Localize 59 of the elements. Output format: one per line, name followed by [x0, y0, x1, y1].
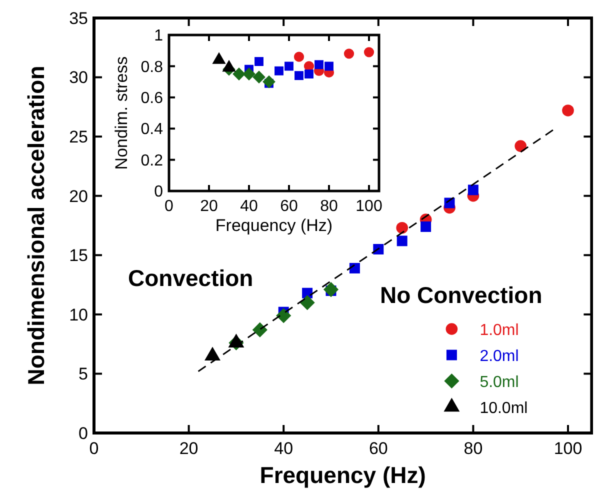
x-tick-label: 60: [368, 439, 388, 458]
point: [252, 70, 266, 84]
point: [254, 57, 264, 66]
point: [304, 70, 314, 78]
point: [468, 184, 478, 196]
y-tick-label: 0.8: [140, 58, 164, 76]
legend-label: 1.0ml: [480, 322, 519, 339]
x-tick-label: 100: [356, 198, 382, 215]
y-tick-label: 5: [78, 364, 88, 384]
point: [314, 60, 324, 70]
point: [396, 222, 408, 234]
x-tick-label: 40: [274, 439, 294, 458]
x-tick-label: 80: [320, 198, 338, 215]
y-axis-title: Nondim. stress: [112, 56, 131, 170]
y-tick-label: 0: [154, 184, 164, 201]
point: [396, 236, 408, 246]
point: [349, 262, 360, 274]
x-tick-label: 20: [179, 439, 198, 458]
point: [232, 68, 246, 80]
point: [324, 62, 334, 71]
y-tick-label: 1: [154, 28, 164, 45]
y-tick-label: 35: [69, 8, 88, 28]
point: [323, 282, 339, 298]
y-tick-label: 30: [69, 68, 88, 88]
x-tick-label: 60: [280, 198, 298, 215]
legend-label: 5.0ml: [480, 374, 519, 391]
y-tick-label: 0: [78, 424, 88, 443]
point: [242, 68, 256, 80]
annotation: Convection: [128, 265, 254, 291]
point: [420, 221, 432, 232]
y-tick-label: 15: [69, 246, 88, 266]
point: [276, 308, 292, 324]
point: [300, 295, 315, 310]
x-tick-label: 40: [240, 198, 258, 215]
x-tick-label: 20: [200, 198, 218, 215]
y-tick-label: 0.2: [140, 152, 164, 170]
point: [294, 52, 304, 62]
legend-label: 10.0ml: [480, 400, 528, 417]
y-tick-label: 0.6: [140, 90, 164, 107]
x-tick-label: 0: [164, 198, 174, 215]
annotation: No Convection: [380, 282, 542, 308]
y-tick-label: 10: [69, 305, 88, 324]
y-axis-title: Nondimensional acceleration: [23, 66, 49, 386]
y-tick-label: 0.4: [140, 121, 164, 138]
point: [262, 75, 276, 88]
point: [284, 62, 294, 71]
x-tick-label: 80: [464, 439, 483, 458]
point: [364, 47, 374, 58]
point: [274, 66, 284, 76]
y-tick-label: 25: [69, 128, 88, 147]
point: [514, 140, 527, 152]
point: [252, 322, 268, 338]
point: [294, 71, 304, 80]
x-axis-title: Frequency (Hz): [260, 462, 426, 488]
point: [562, 104, 574, 116]
point: [344, 48, 354, 59]
x-tick-label: 100: [554, 439, 582, 458]
x-axis-title: Frequency (Hz): [215, 216, 333, 235]
legend-label: 2.0ml: [480, 348, 519, 365]
